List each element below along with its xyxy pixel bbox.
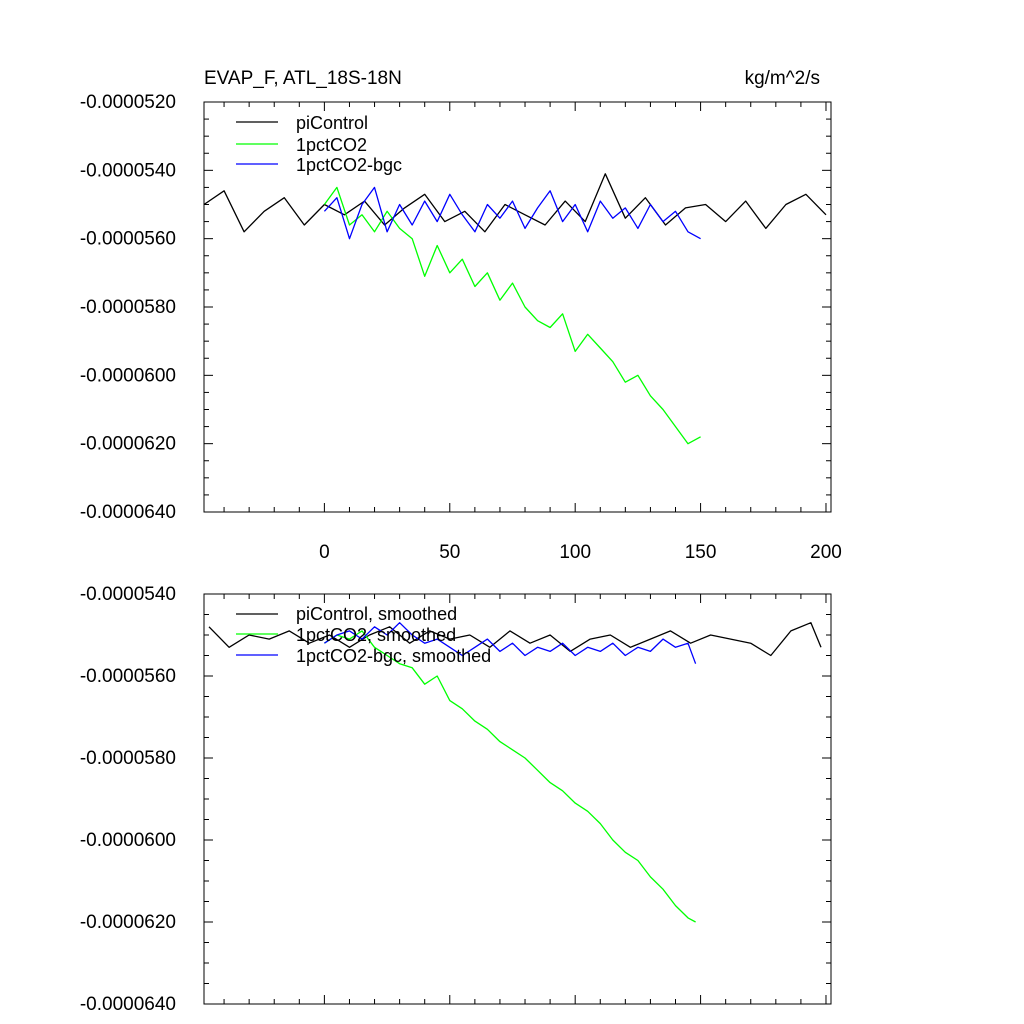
legend-label-1pctco2: 1pctCO2: [296, 135, 367, 155]
y-tick-label: -0.0000540: [80, 584, 176, 605]
y-tick-label: -0.0000560: [80, 666, 176, 687]
legend-label-1pctco2-bgc-smoothed: 1pctCO2-bgc, smoothed: [296, 646, 491, 666]
bottom-panel: piControl, smoothed 1pctCO2, smoothed 1p…: [80, 584, 832, 1015]
series-line-1pctco2-bgc-smoothed: [324, 622, 697, 664]
top-panel: EVAP_F, ATL_18S-18N kg/m^2/s piControl 1…: [80, 68, 842, 563]
y-tick-label: -0.0000520: [80, 92, 176, 113]
y-tick-label: -0.0000540: [80, 160, 176, 181]
y-tick-label: -0.0000620: [80, 434, 176, 455]
y-tick-label: -0.0000640: [80, 994, 176, 1015]
x-tick-label: 0: [319, 542, 330, 563]
y-tick-label: -0.0000580: [80, 297, 176, 318]
x-tick-label: 150: [685, 542, 717, 563]
series-line-1pctco2: [323, 186, 701, 445]
legend-label-1pctco2-smoothed: 1pctCO2, smoothed: [296, 625, 456, 645]
bottom-panel-legend: piControl, smoothed 1pctCO2, smoothed 1p…: [236, 604, 491, 666]
y-tick-label: -0.0000560: [80, 229, 176, 250]
top-panel-legend: piControl 1pctCO2 1pctCO2-bgc: [236, 113, 402, 175]
x-tick-label: 100: [559, 542, 591, 563]
y-tick-label: -0.0000600: [80, 830, 176, 851]
legend-label-picontrol: piControl: [296, 113, 368, 133]
series-line-picontrol-smoothed: [208, 622, 822, 657]
top-panel-title: EVAP_F, ATL_18S-18N: [204, 68, 402, 89]
y-tick-label: -0.0000580: [80, 748, 176, 769]
legend-label-1pctco2-bgc: 1pctCO2-bgc: [296, 155, 402, 175]
legend-label-picontrol-smoothed: piControl, smoothed: [296, 604, 457, 624]
y-tick-label: -0.0000640: [80, 502, 176, 523]
x-tick-label: 200: [810, 542, 842, 563]
x-tick-label: 50: [439, 542, 460, 563]
y-tick-label: -0.0000620: [80, 912, 176, 933]
series-line-picontrol: [203, 173, 827, 233]
y-tick-label: -0.0000600: [80, 365, 176, 386]
series-line-1pctco2-smoothed: [324, 630, 696, 923]
top-panel-units: kg/m^2/s: [745, 68, 820, 89]
series-line-1pctco2-bgc: [323, 186, 701, 240]
